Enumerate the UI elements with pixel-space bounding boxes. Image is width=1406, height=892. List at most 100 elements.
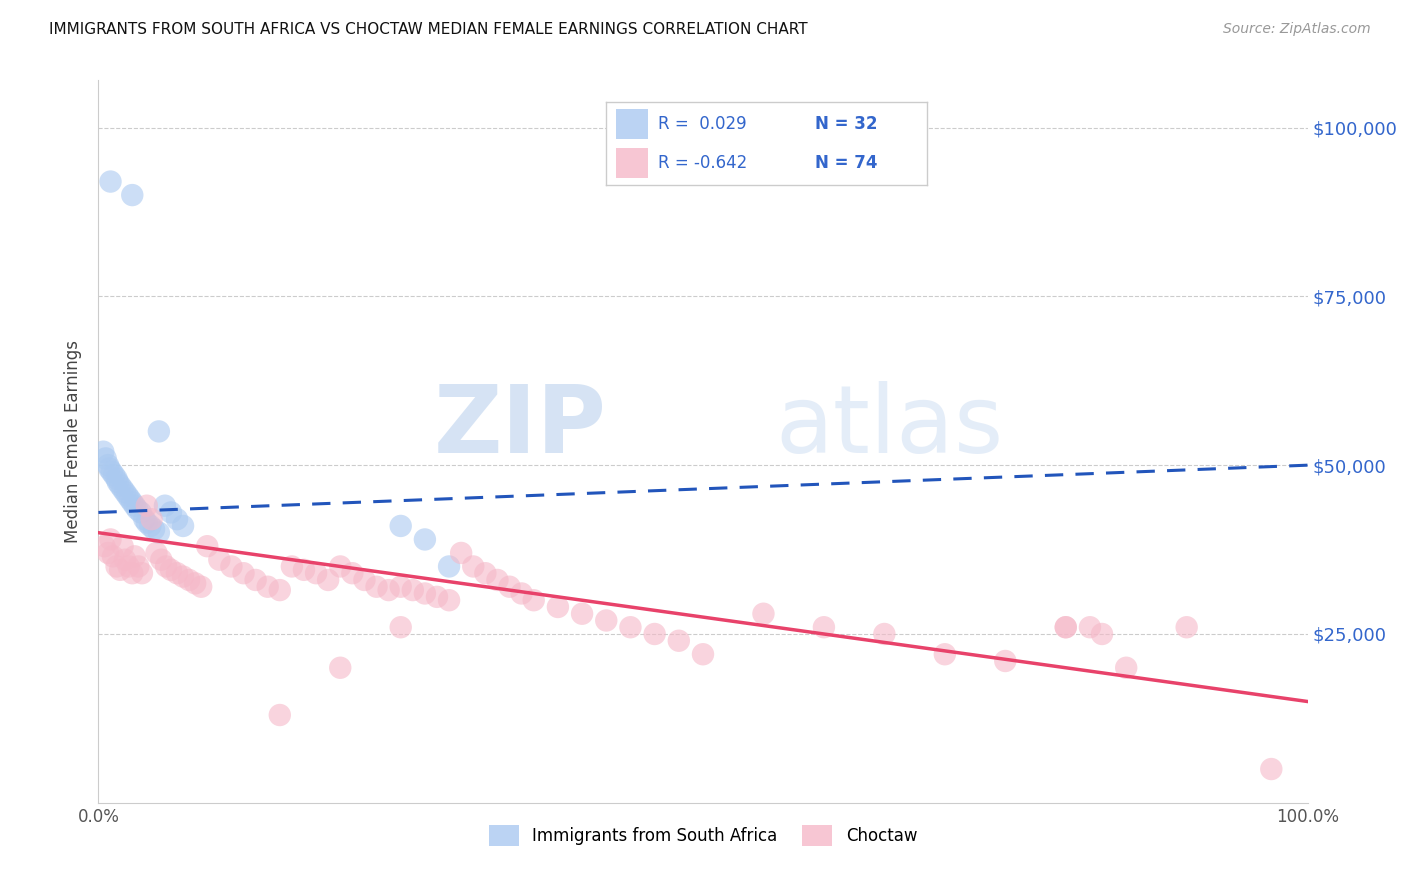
- Point: [292, 563, 315, 577]
- Point: [91, 444, 114, 458]
- Point: [97, 458, 120, 472]
- Point: [329, 559, 352, 574]
- Point: [135, 516, 157, 530]
- Point: [644, 627, 666, 641]
- Point: [413, 586, 436, 600]
- Point: [114, 485, 136, 500]
- Point: [155, 559, 177, 574]
- Point: [100, 533, 122, 547]
- Point: [450, 546, 472, 560]
- Point: [571, 607, 593, 621]
- Point: [208, 552, 231, 566]
- Point: [166, 512, 188, 526]
- Point: [97, 546, 120, 560]
- Point: [281, 559, 304, 574]
- Point: [668, 633, 690, 648]
- Point: [121, 566, 143, 581]
- Point: [172, 519, 194, 533]
- Point: [437, 559, 460, 574]
- Point: [114, 552, 136, 566]
- Point: [316, 573, 339, 587]
- Point: [101, 549, 124, 564]
- Point: [184, 576, 207, 591]
- Point: [1260, 762, 1282, 776]
- Point: [93, 539, 115, 553]
- Point: [389, 519, 412, 533]
- Point: [269, 708, 291, 723]
- Point: [127, 559, 149, 574]
- Point: [813, 620, 835, 634]
- Point: [153, 499, 176, 513]
- Point: [135, 499, 157, 513]
- Point: [1054, 620, 1077, 634]
- Point: [413, 533, 436, 547]
- Point: [127, 502, 149, 516]
- Point: [510, 586, 533, 600]
- Point: [1054, 620, 1077, 634]
- Point: [108, 563, 131, 577]
- Point: [141, 512, 163, 526]
- Point: [547, 599, 569, 614]
- Point: [179, 573, 201, 587]
- Point: [148, 525, 170, 540]
- Point: [245, 573, 267, 587]
- Point: [1078, 620, 1101, 634]
- Text: ZIP: ZIP: [433, 381, 606, 473]
- Point: [619, 620, 641, 634]
- Point: [160, 505, 183, 519]
- Point: [389, 580, 412, 594]
- Point: [108, 478, 131, 492]
- Point: [107, 475, 129, 489]
- Point: [121, 495, 143, 509]
- Text: atlas: atlas: [776, 381, 1004, 473]
- Point: [143, 522, 166, 536]
- Point: [150, 552, 173, 566]
- Point: [98, 461, 121, 475]
- Point: [100, 465, 122, 479]
- Point: [105, 559, 128, 574]
- Point: [1091, 627, 1114, 641]
- Point: [595, 614, 617, 628]
- Point: [342, 566, 364, 581]
- Point: [994, 654, 1017, 668]
- Point: [124, 549, 146, 564]
- Point: [121, 188, 143, 202]
- Point: [498, 580, 520, 594]
- Point: [353, 573, 375, 587]
- Point: [256, 580, 278, 594]
- Point: [111, 482, 134, 496]
- Y-axis label: Median Female Earnings: Median Female Earnings: [65, 340, 83, 543]
- Point: [305, 566, 328, 581]
- Point: [190, 580, 212, 594]
- Text: IMMIGRANTS FROM SOUTH AFRICA VS CHOCTAW MEDIAN FEMALE EARNINGS CORRELATION CHART: IMMIGRANTS FROM SOUTH AFRICA VS CHOCTAW …: [49, 22, 808, 37]
- Point: [463, 559, 485, 574]
- Point: [389, 620, 412, 634]
- Point: [402, 583, 425, 598]
- Point: [232, 566, 254, 581]
- Point: [1115, 661, 1137, 675]
- Point: [111, 539, 134, 553]
- Point: [195, 539, 218, 553]
- Point: [221, 559, 243, 574]
- Point: [934, 647, 956, 661]
- Point: [873, 627, 896, 641]
- Point: [160, 563, 183, 577]
- Point: [377, 583, 399, 598]
- Point: [145, 546, 167, 560]
- Point: [103, 468, 125, 483]
- Legend: Immigrants from South Africa, Choctaw: Immigrants from South Africa, Choctaw: [482, 819, 924, 852]
- Point: [474, 566, 496, 581]
- Point: [94, 451, 117, 466]
- Point: [134, 512, 156, 526]
- Point: [118, 491, 141, 506]
- Point: [752, 607, 775, 621]
- Point: [131, 566, 153, 581]
- Point: [437, 593, 460, 607]
- Point: [139, 519, 162, 533]
- Point: [148, 425, 170, 439]
- Point: [486, 573, 509, 587]
- Point: [129, 505, 152, 519]
- Point: [329, 661, 352, 675]
- Text: Source: ZipAtlas.com: Source: ZipAtlas.com: [1223, 22, 1371, 37]
- Point: [426, 590, 449, 604]
